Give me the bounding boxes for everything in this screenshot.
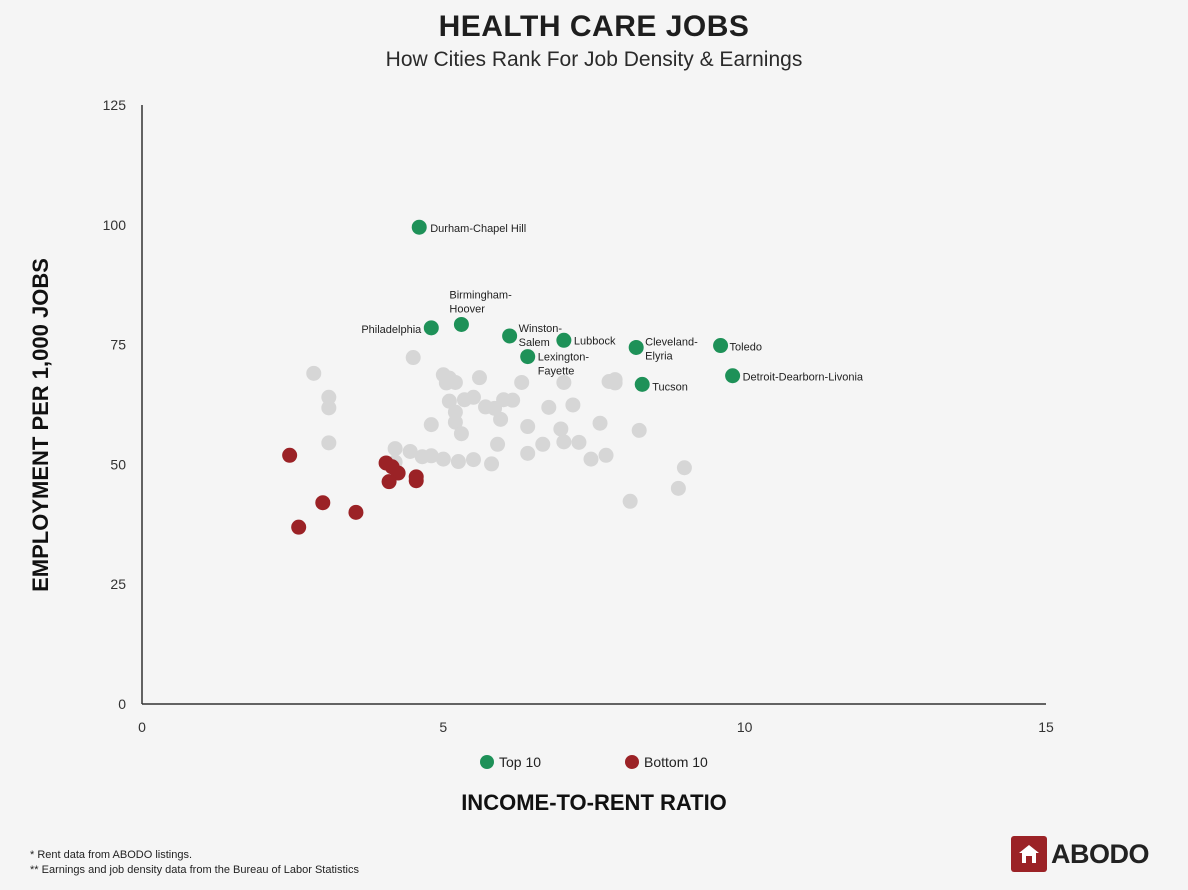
y-tick-label: 0	[118, 696, 126, 712]
data-point	[411, 219, 427, 235]
brand-logo: ABODO	[1011, 836, 1150, 872]
data-point	[634, 376, 650, 392]
data-point	[541, 399, 557, 415]
data-point	[622, 493, 638, 509]
point-label: Lubbock	[574, 335, 616, 347]
data-point	[484, 456, 500, 472]
x-tick-label: 15	[1038, 719, 1054, 735]
data-point	[598, 447, 614, 463]
data-point	[670, 480, 686, 496]
point-label: Cleveland-Elyria	[645, 336, 698, 362]
data-point	[423, 417, 439, 433]
point-label: Toledo	[730, 342, 762, 354]
data-point	[423, 320, 439, 336]
data-point	[490, 436, 506, 452]
data-point	[607, 375, 623, 391]
data-point	[438, 375, 454, 391]
point-label: Winston-Salem	[519, 323, 563, 349]
y-tick-label: 125	[103, 97, 127, 113]
chart-axes	[141, 105, 1046, 705]
data-point	[315, 495, 331, 511]
point-label: Durham-Chapel Hill	[430, 223, 526, 235]
point-label: Tucson	[652, 381, 688, 393]
data-point	[628, 339, 644, 355]
data-point	[535, 436, 551, 452]
y-tick-label: 75	[110, 337, 126, 353]
point-label: Philadelphia	[361, 324, 422, 336]
data-point	[676, 460, 692, 476]
data-point	[631, 422, 647, 438]
data-point	[387, 441, 403, 457]
data-point	[502, 328, 518, 344]
data-point	[291, 519, 307, 535]
data-point	[514, 374, 530, 390]
y-tick-label: 50	[110, 456, 126, 472]
legend-label-bottom: Bottom 10	[644, 754, 708, 770]
data-point	[465, 452, 481, 468]
data-point	[453, 316, 469, 332]
data-point	[348, 504, 364, 520]
point-label: Birmingham-Hoover	[449, 289, 512, 315]
data-point	[583, 451, 599, 467]
data-point	[592, 415, 608, 431]
chart-title: HEALTH CARE JOBS	[438, 10, 750, 43]
data-point	[553, 421, 569, 437]
data-point	[471, 370, 487, 386]
data-point	[556, 434, 572, 450]
data-point	[321, 389, 337, 405]
data-point	[725, 368, 741, 384]
legend-dot-top-icon	[480, 755, 494, 769]
point-label: Detroit-Dearborn-Livonia	[743, 372, 864, 384]
house-icon	[1011, 836, 1047, 872]
data-point	[571, 434, 587, 450]
data-point	[565, 397, 581, 413]
data-point	[405, 350, 421, 366]
x-tick-label: 5	[439, 719, 447, 735]
brand-name: ABODO	[1051, 838, 1150, 869]
data-point	[450, 454, 466, 470]
data-point	[465, 389, 481, 405]
data-point	[556, 332, 572, 348]
data-point	[447, 414, 463, 430]
y-tick-label: 100	[103, 217, 127, 233]
data-point	[556, 374, 572, 390]
footnotes: * Rent data from ABODO listings. ** Earn…	[30, 848, 359, 878]
data-point	[520, 445, 536, 461]
x-tick-label: 0	[138, 719, 146, 735]
data-point	[435, 451, 451, 467]
data-point	[441, 393, 457, 409]
data-point	[493, 411, 509, 427]
point-label: Lexington-Fayette	[538, 352, 590, 378]
data-point	[423, 448, 439, 464]
data-point	[402, 443, 418, 459]
data-point	[713, 338, 729, 354]
data-point	[453, 426, 469, 442]
tick-labels: 0 25 50 75 100 125 0 5 10 15	[103, 97, 1054, 735]
data-point	[306, 365, 322, 381]
y-tick-label: 25	[110, 576, 126, 592]
chart-subtitle: How Cities Rank For Job Density & Earnin…	[385, 48, 803, 71]
data-point	[381, 474, 397, 490]
data-point	[520, 349, 536, 365]
data-points	[282, 219, 741, 535]
data-point	[520, 419, 536, 435]
footnote-rent: * Rent data from ABODO listings.	[30, 849, 193, 861]
data-point	[321, 435, 337, 451]
data-point	[321, 400, 337, 416]
data-point	[408, 473, 424, 489]
point-labels: Durham-Chapel Hill Philadelphia Birmingham…	[361, 223, 864, 393]
legend-dot-bottom-icon	[625, 755, 639, 769]
legend-label-top: Top 10	[499, 754, 542, 770]
x-axis-label: INCOME-TO-RENT RATIO	[461, 790, 727, 815]
legend-item-bottom: Bottom 10	[625, 754, 708, 770]
data-point	[505, 392, 521, 408]
data-point	[282, 447, 298, 463]
legend-item-top: Top 10	[480, 754, 541, 770]
footnote-earnings: ** Earnings and job density data from th…	[30, 864, 359, 876]
x-tick-label: 10	[737, 719, 753, 735]
